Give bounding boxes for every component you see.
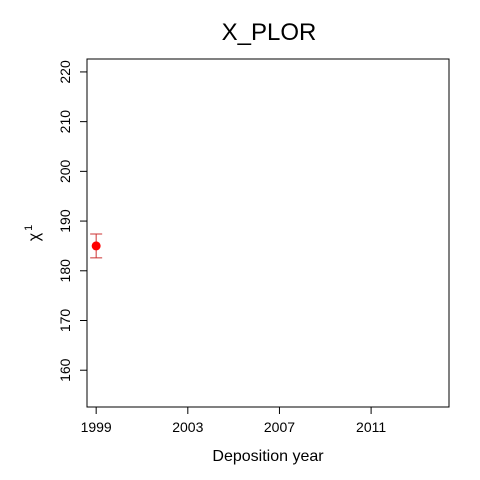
x-tick-label-2: 2007 [264,419,295,435]
y-tick-label-1: 170 [57,309,73,333]
chart-title: X_PLOR [222,19,317,46]
y-tick-label-0: 160 [57,358,73,382]
y-axis-label-superscript: 1 [23,225,35,231]
x-tick-label-1: 2003 [172,419,203,435]
plot-frame [86,58,450,408]
y-axis-label-symbol: χ [26,232,43,241]
y-tick-label-5: 210 [57,110,73,134]
x-tick-label-3: 2011 [356,419,386,435]
x-axis: 1999 2003 2007 2011 [81,407,386,435]
y-tick-label-2: 180 [57,259,73,283]
data-point-0-0 [91,241,101,251]
y-tick-label-6: 220 [57,60,73,84]
y-tick-label-3: 190 [57,209,73,233]
y-tick-label-4: 200 [57,159,73,183]
x-tick-label-0: 1999 [81,419,112,435]
x-axis-label: Deposition year [212,448,324,465]
y-axis: 160 170 180 190 200 210 220 [57,60,87,382]
y-axis-label: χ1 [23,225,43,242]
data-layer [90,233,103,259]
